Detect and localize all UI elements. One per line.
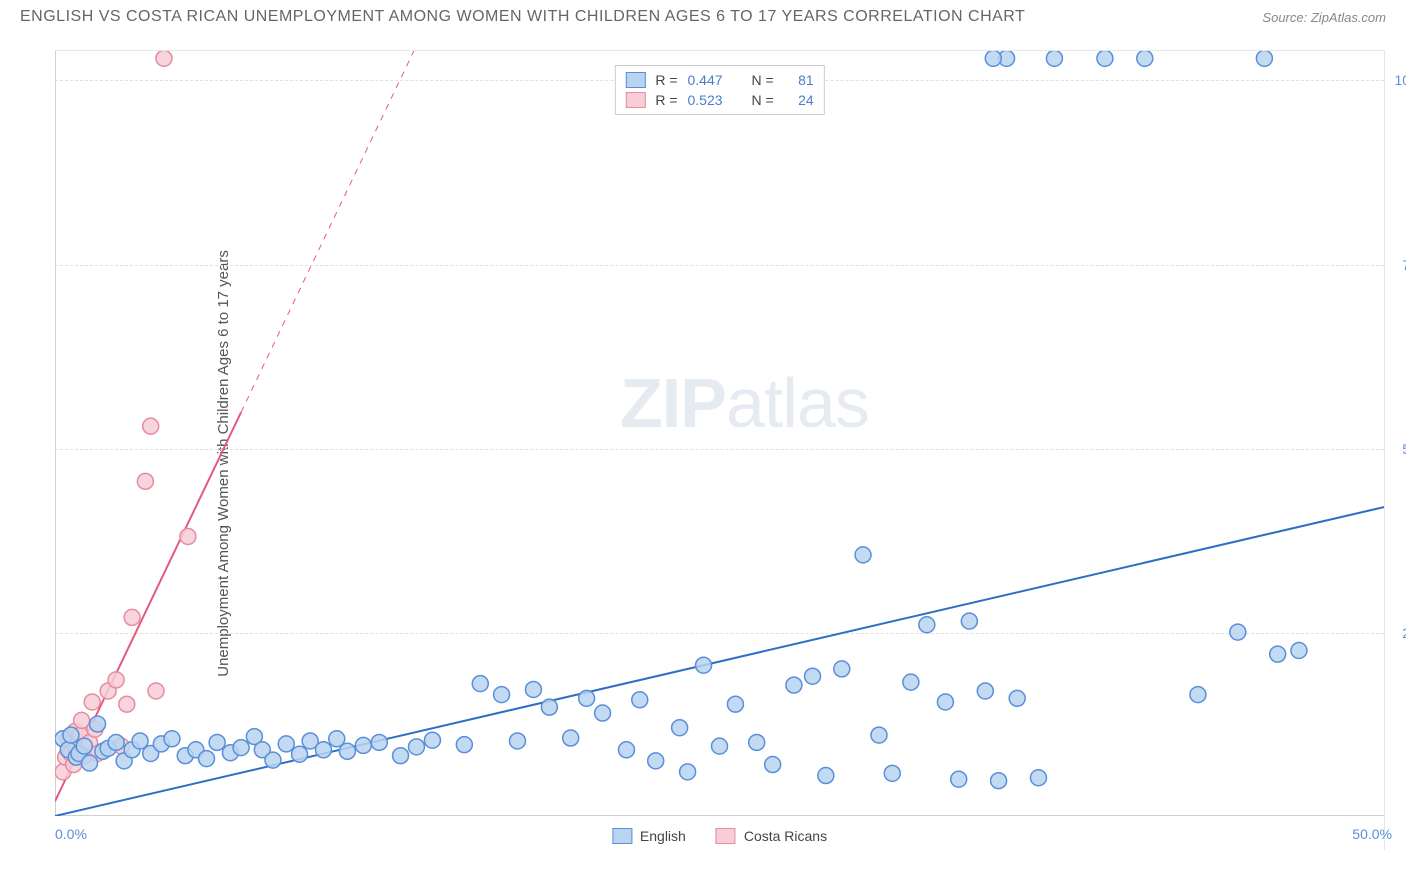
y-tick-label: 75.0% xyxy=(1402,257,1406,273)
swatch-costa-ricans-icon xyxy=(716,828,736,844)
correlation-row-english: R = 0.447 N = 81 xyxy=(625,70,813,90)
chart-header: ENGLISH VS COSTA RICAN UNEMPLOYMENT AMON… xyxy=(0,0,1406,30)
legend-item-costa-ricans: Costa Ricans xyxy=(716,828,827,844)
y-tick-label: 25.0% xyxy=(1402,625,1406,641)
legend-label-english: English xyxy=(640,828,686,844)
r-value-english: 0.447 xyxy=(688,72,736,88)
source-label: Source: xyxy=(1262,10,1307,25)
scatter-svg xyxy=(55,51,1384,816)
chart-area: Unemployment Among Women with Children A… xyxy=(0,40,1406,892)
legend-item-english: English xyxy=(612,828,686,844)
swatch-english-icon xyxy=(612,828,632,844)
r-value-costa-ricans: 0.523 xyxy=(688,92,736,108)
n-label: N = xyxy=(752,72,774,88)
n-value-costa-ricans: 24 xyxy=(784,92,814,108)
chart-title: ENGLISH VS COSTA RICAN UNEMPLOYMENT AMON… xyxy=(20,8,1025,26)
x-tick-label: 0.0% xyxy=(55,826,87,842)
correlation-row-costa-ricans: R = 0.523 N = 24 xyxy=(625,90,813,110)
r-label: R = xyxy=(655,92,677,108)
r-label: R = xyxy=(655,72,677,88)
plot-region: ZIPatlas R = 0.447 N = 81 R = 0.523 N = … xyxy=(55,50,1385,850)
x-tick-label: 50.0% xyxy=(1352,826,1392,842)
y-tick-label: 50.0% xyxy=(1402,441,1406,457)
legend-label-costa-ricans: Costa Ricans xyxy=(744,828,827,844)
correlation-legend: R = 0.447 N = 81 R = 0.523 N = 24 xyxy=(614,65,824,115)
n-label: N = xyxy=(752,92,774,108)
series-legend: English Costa Ricans xyxy=(612,828,827,844)
swatch-costa-ricans xyxy=(625,92,645,108)
swatch-english xyxy=(625,72,645,88)
n-value-english: 81 xyxy=(784,72,814,88)
source-attribution: Source: ZipAtlas.com xyxy=(1262,10,1386,25)
y-tick-label: 100.0% xyxy=(1395,72,1406,88)
source-value: ZipAtlas.com xyxy=(1311,10,1386,25)
